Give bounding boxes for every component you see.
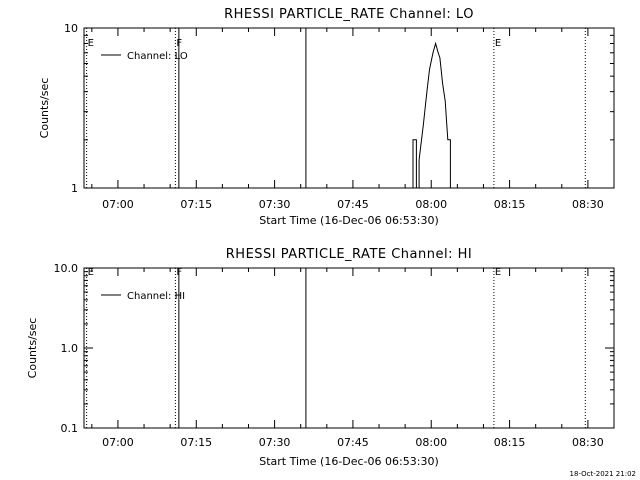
y-tick-label: 1: [71, 182, 78, 195]
y-tick-label: 10.0: [54, 262, 79, 275]
x-tick-label: 07:15: [180, 198, 212, 211]
y-tick-label: 0.1: [61, 422, 79, 435]
event-marker-label: F: [176, 38, 182, 49]
event-marker-label: E: [88, 38, 94, 49]
event-marker-label: E: [495, 267, 501, 278]
x-tick-label: 08:15: [494, 436, 526, 449]
x-axis-title: Start Time (16-Dec-06 06:53:30): [259, 455, 439, 468]
chart-title: RHESSI PARTICLE_RATE Channel: LO: [224, 7, 474, 22]
data-series-line: [412, 41, 451, 189]
legend-label: Channel: HI: [127, 291, 185, 302]
event-marker-label: E: [88, 267, 94, 278]
x-tick-label: 07:45: [337, 436, 369, 449]
event-marker-label: E: [495, 38, 501, 49]
event-marker-label: F: [176, 267, 182, 278]
panel-hi-channel: RHESSI PARTICLE_RATE Channel: HI 07:00 07:…: [26, 247, 615, 468]
panel-lo-channel: RHESSI PARTICLE_RATE Channel: LO 07:00 07:…: [38, 7, 615, 227]
x-axis-title: Start Time (16-Dec-06 06:53:30): [259, 214, 439, 227]
x-tick-label: 08:00: [415, 436, 447, 449]
generation-timestamp: 18-Oct-2021 21:02: [570, 470, 636, 478]
x-tick-label: 08:15: [494, 198, 526, 211]
y-axis-title: Counts/sec: [26, 318, 39, 379]
y-axis-title: Counts/sec: [38, 78, 51, 139]
chart-title: RHESSI PARTICLE_RATE Channel: HI: [226, 247, 472, 262]
x-tick-label: 07:45: [337, 198, 369, 211]
x-tick-label: 07:00: [102, 198, 134, 211]
x-tick-label: 08:00: [415, 198, 447, 211]
x-tick-label: 07:00: [102, 436, 134, 449]
x-tick-label: 08:30: [572, 198, 604, 211]
x-tick-label: 08:30: [572, 436, 604, 449]
y-tick-label: 1.0: [61, 342, 79, 355]
x-tick-label: 07:30: [259, 198, 291, 211]
x-tick-label: 07:30: [259, 436, 291, 449]
x-tick-label: 07:15: [180, 436, 212, 449]
legend-label: Channel: LO: [127, 51, 188, 62]
plot-frame: [83, 27, 615, 189]
y-tick-label: 10: [64, 22, 78, 35]
